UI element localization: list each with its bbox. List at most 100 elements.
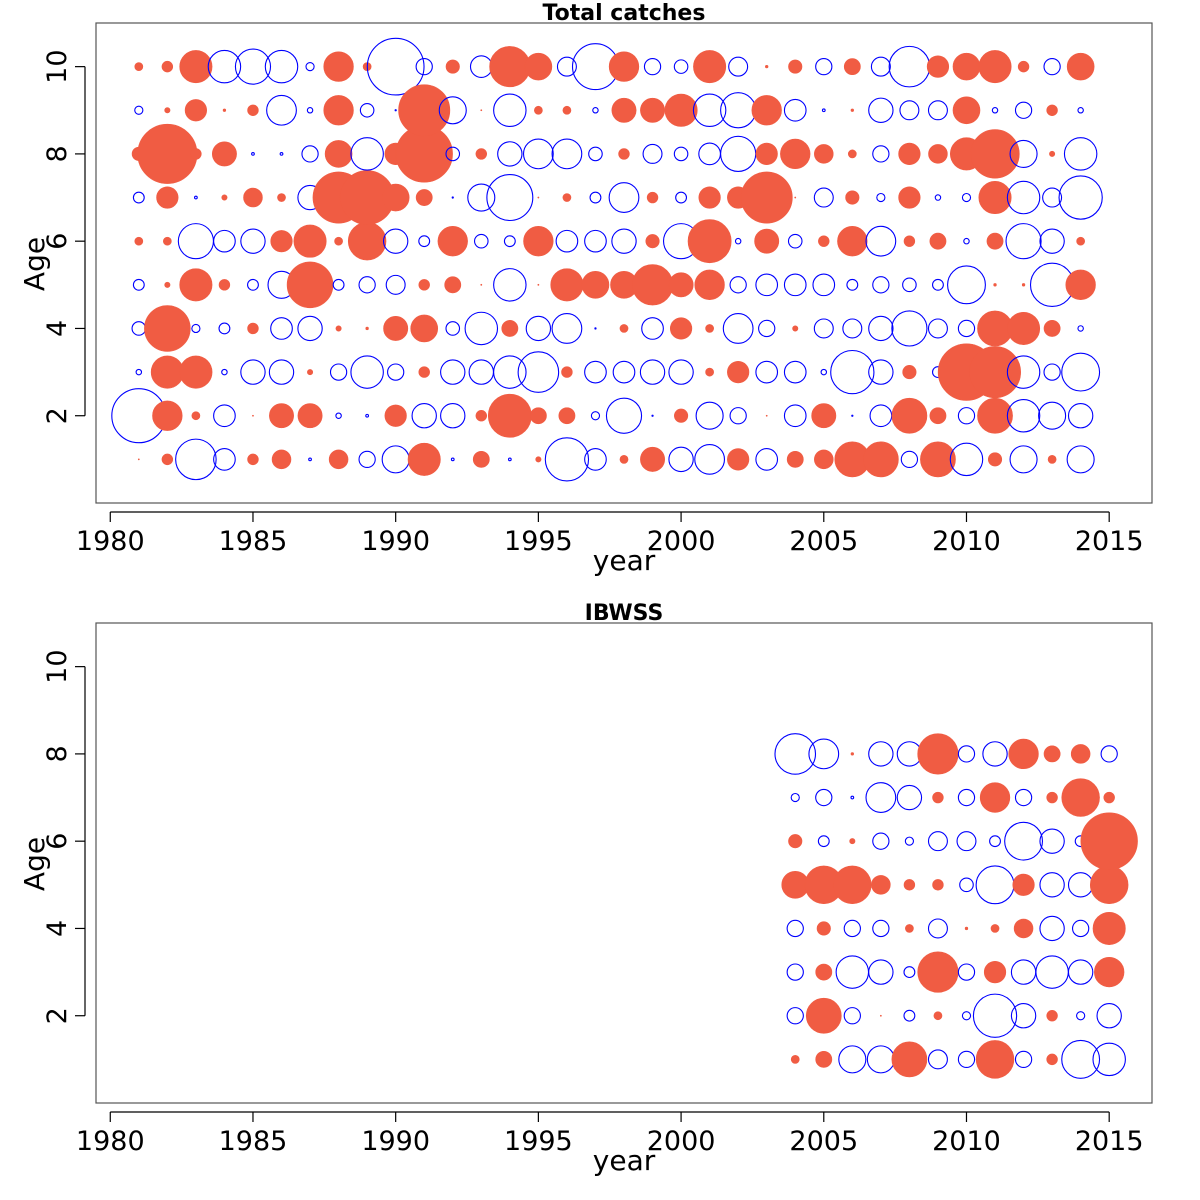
negative-residual-bubble <box>584 448 607 471</box>
positive-residual-bubble <box>1043 745 1061 763</box>
positive-residual-bubble <box>983 960 1007 984</box>
negative-residual-bubble <box>177 223 214 260</box>
plot-frame <box>95 22 1153 504</box>
negative-residual-bubble <box>522 138 554 170</box>
positive-residual-bubble <box>669 317 693 340</box>
positive-residual-bubble <box>418 366 430 378</box>
negative-residual-bubble <box>264 49 299 84</box>
negative-residual-bubble <box>872 919 890 938</box>
negative-residual-bubble <box>651 414 654 417</box>
x-tick-label: 1995 <box>504 1126 573 1157</box>
negative-residual-bubble <box>1043 57 1061 76</box>
negative-residual-bubble <box>975 865 1015 905</box>
positive-residual-bubble <box>794 196 797 199</box>
positive-residual-bubble <box>190 148 202 160</box>
positive-residual-bubble <box>903 879 916 891</box>
negative-residual-bubble <box>643 57 662 76</box>
positive-residual-bubble <box>1070 744 1091 764</box>
positive-residual-bubble <box>270 230 293 253</box>
positive-residual-bubble <box>1076 236 1085 246</box>
positive-residual-bubble <box>933 1011 943 1021</box>
positive-residual-bubble <box>472 450 490 468</box>
negative-residual-bubble <box>815 57 833 76</box>
positive-residual-bubble <box>693 50 727 84</box>
negative-residual-bubble <box>961 192 972 203</box>
positive-residual-bubble <box>161 60 174 73</box>
positive-residual-bubble <box>152 400 183 431</box>
negative-residual-bubble <box>493 355 527 389</box>
positive-residual-bubble <box>664 93 698 127</box>
negative-residual-bubble <box>213 404 236 428</box>
negative-residual-bubble <box>308 457 312 462</box>
positive-residual-bubble <box>815 1050 833 1068</box>
negative-residual-bubble <box>891 310 928 347</box>
positive-residual-bubble <box>161 453 174 466</box>
negative-residual-bubble <box>221 368 228 376</box>
positive-residual-bubble <box>179 50 213 84</box>
positive-residual-bubble <box>277 193 286 202</box>
negative-residual-bubble <box>758 319 776 338</box>
negative-residual-bubble <box>359 102 375 118</box>
positive-residual-bubble <box>562 193 572 202</box>
negative-residual-bubble <box>830 349 875 395</box>
negative-residual-bubble <box>786 919 804 938</box>
negative-residual-bubble <box>813 318 834 339</box>
negative-residual-bubble <box>755 273 779 297</box>
positive-residual-bubble <box>335 325 342 332</box>
positive-residual-bubble <box>816 921 831 936</box>
positive-residual-bubble <box>179 268 213 302</box>
x-axis-title: year <box>593 1144 656 1177</box>
positive-residual-bubble <box>850 108 854 112</box>
negative-residual-bubble <box>525 315 552 342</box>
negative-residual-bubble <box>846 278 859 291</box>
negative-residual-bubble <box>982 741 1008 767</box>
positive-residual-bubble <box>818 235 830 247</box>
negative-residual-bubble <box>234 48 272 85</box>
negative-residual-bubble <box>551 138 583 170</box>
negative-residual-bubble <box>445 321 461 336</box>
negative-residual-bubble <box>904 836 915 846</box>
positive-residual-bubble <box>365 326 369 331</box>
positive-residual-bubble <box>252 414 254 417</box>
negative-residual-bubble <box>544 437 590 482</box>
positive-residual-bubble <box>687 219 732 264</box>
positive-residual-bubble <box>562 105 572 115</box>
negative-residual-bubble <box>870 56 891 77</box>
positive-residual-bubble <box>969 346 1021 399</box>
negative-residual-bubble <box>821 108 826 113</box>
negative-residual-bubble <box>957 788 976 807</box>
negative-residual-bubble <box>584 229 607 253</box>
positive-residual-bubble <box>286 261 334 309</box>
negative-residual-bubble <box>469 55 493 78</box>
negative-residual-bubble <box>790 792 800 803</box>
negative-residual-bubble <box>843 919 861 938</box>
positive-residual-bubble <box>1012 873 1035 896</box>
positive-residual-bubble <box>611 97 637 123</box>
positive-residual-bubble <box>475 148 487 160</box>
positive-residual-bubble <box>324 140 353 168</box>
negative-residual-bubble <box>900 450 919 469</box>
positive-residual-bubble <box>1046 1053 1058 1066</box>
x-tick-label: 2005 <box>789 1126 858 1157</box>
positive-residual-bubble <box>247 104 259 116</box>
positive-residual-bubble <box>811 403 837 429</box>
positive-residual-bubble <box>879 1014 882 1017</box>
negative-residual-bubble <box>467 183 496 212</box>
positive-residual-bubble <box>211 141 237 167</box>
positive-residual-bubble <box>705 367 714 377</box>
positive-residual-bubble <box>247 453 259 466</box>
positive-residual-bubble <box>792 325 799 332</box>
negative-residual-bubble <box>783 360 807 384</box>
positive-residual-bubble <box>1049 150 1056 157</box>
negative-residual-bubble <box>722 313 754 344</box>
negative-residual-bubble <box>1077 325 1084 332</box>
x-tick-label: 2010 <box>932 526 1001 557</box>
negative-residual-bubble <box>838 1045 867 1074</box>
negative-residual-bubble <box>820 368 828 376</box>
negative-residual-bubble <box>213 448 236 471</box>
negative-residual-bubble <box>868 315 894 342</box>
positive-residual-bubble <box>437 226 468 257</box>
positive-residual-bubble <box>843 58 861 76</box>
positive-residual-bubble <box>987 452 1003 467</box>
positive-residual-bubble <box>765 414 768 417</box>
